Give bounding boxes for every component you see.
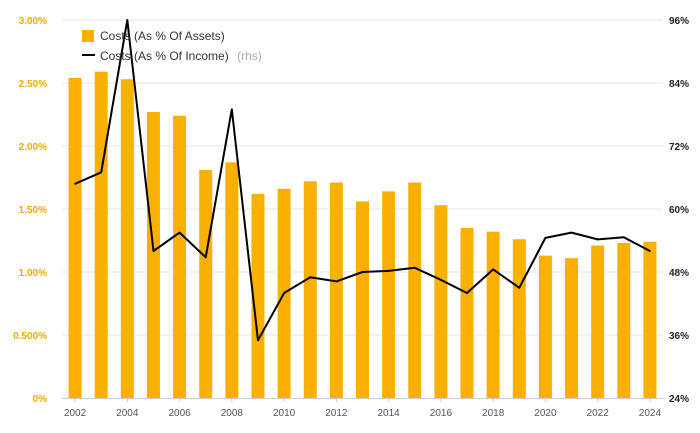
bar xyxy=(356,201,369,398)
right-tick-label: 96% xyxy=(669,16,689,27)
line-point xyxy=(309,276,312,279)
line-point xyxy=(283,292,285,294)
right-tick-label: 84% xyxy=(669,79,689,90)
line-point xyxy=(152,250,155,252)
x-tick-label: 2022 xyxy=(587,408,610,419)
line-point xyxy=(100,171,102,174)
bar xyxy=(382,191,396,398)
bar xyxy=(68,77,82,399)
right-tick-label: 60% xyxy=(669,205,689,216)
bar xyxy=(591,245,605,398)
bar xyxy=(329,182,343,398)
line-point xyxy=(74,183,76,185)
bar xyxy=(173,115,187,398)
left-tick-label: 0.500% xyxy=(13,331,47,342)
line-point xyxy=(361,271,364,273)
right-tick-label: 72% xyxy=(669,142,689,153)
bar xyxy=(408,182,422,398)
line-point xyxy=(596,238,599,241)
line-point xyxy=(570,231,573,234)
line-point xyxy=(204,256,207,259)
x-tick-label: 2018 xyxy=(482,408,505,419)
left-tick-label: 2.00% xyxy=(19,142,47,153)
x-tick-label: 2008 xyxy=(221,408,244,419)
left-tick-label: 0% xyxy=(33,394,48,405)
bar xyxy=(251,193,265,398)
left-tick-label: 1.50% xyxy=(19,205,47,216)
x-tick-label: 2004 xyxy=(116,408,139,419)
line-series xyxy=(74,19,651,342)
right-tick-label: 24% xyxy=(669,394,689,405)
right-tick-label: 48% xyxy=(669,268,689,279)
line-point xyxy=(231,108,233,111)
legend-line-note: (rhs) xyxy=(237,49,262,63)
line-point xyxy=(413,267,416,269)
bar xyxy=(486,231,500,398)
bar xyxy=(434,205,448,398)
legend-bar-label: Costs (As % Of Assets) xyxy=(100,29,225,43)
x-tick-label: 2024 xyxy=(639,408,662,419)
line-point xyxy=(544,237,547,239)
bar xyxy=(94,71,108,398)
line-point xyxy=(466,292,468,294)
line-point xyxy=(126,19,129,21)
line-point xyxy=(178,231,181,234)
bar xyxy=(146,111,160,398)
x-tick-label: 2006 xyxy=(168,408,191,419)
bar xyxy=(199,169,213,398)
line-point xyxy=(649,250,651,252)
legend-bar-swatch xyxy=(82,30,94,42)
x-tick-label: 2002 xyxy=(64,408,87,419)
left-tick-label: 1.00% xyxy=(19,268,47,279)
bar xyxy=(512,239,526,398)
bar xyxy=(538,255,552,398)
legend-line-label: Costs (As % Of Income) (rhs) xyxy=(100,47,262,64)
line-point xyxy=(492,268,494,271)
line-point xyxy=(623,236,625,239)
legend: Costs (As % Of Assets) Costs (As % Of In… xyxy=(82,29,262,64)
left-tick-label: 3.00% xyxy=(19,16,47,27)
right-tick-label: 36% xyxy=(669,331,689,342)
legend-line-name: Costs (As % Of Income) xyxy=(100,49,229,63)
line-point xyxy=(518,286,521,289)
bar xyxy=(643,241,657,398)
x-tick-label: 2016 xyxy=(430,408,453,419)
line-point xyxy=(335,280,338,283)
bar xyxy=(565,258,579,398)
left-tick-label: 2.50% xyxy=(19,79,47,90)
bar xyxy=(460,227,474,398)
x-tick-label: 2010 xyxy=(273,408,296,419)
bar xyxy=(617,243,631,398)
line-point xyxy=(440,279,442,281)
bar xyxy=(120,79,134,398)
bar xyxy=(303,181,317,398)
x-tick-label: 2014 xyxy=(378,408,401,419)
bar xyxy=(225,162,239,398)
axes: 0% 0.500% 1.00% 1.50% 2.00% 2.50% 3.00% 24% 36% 4… xyxy=(13,16,689,419)
line-point xyxy=(257,339,259,342)
x-tick-label: 2012 xyxy=(325,408,348,419)
bar-series xyxy=(68,71,657,399)
line-point xyxy=(387,270,390,272)
x-tick-label: 2020 xyxy=(534,408,557,419)
